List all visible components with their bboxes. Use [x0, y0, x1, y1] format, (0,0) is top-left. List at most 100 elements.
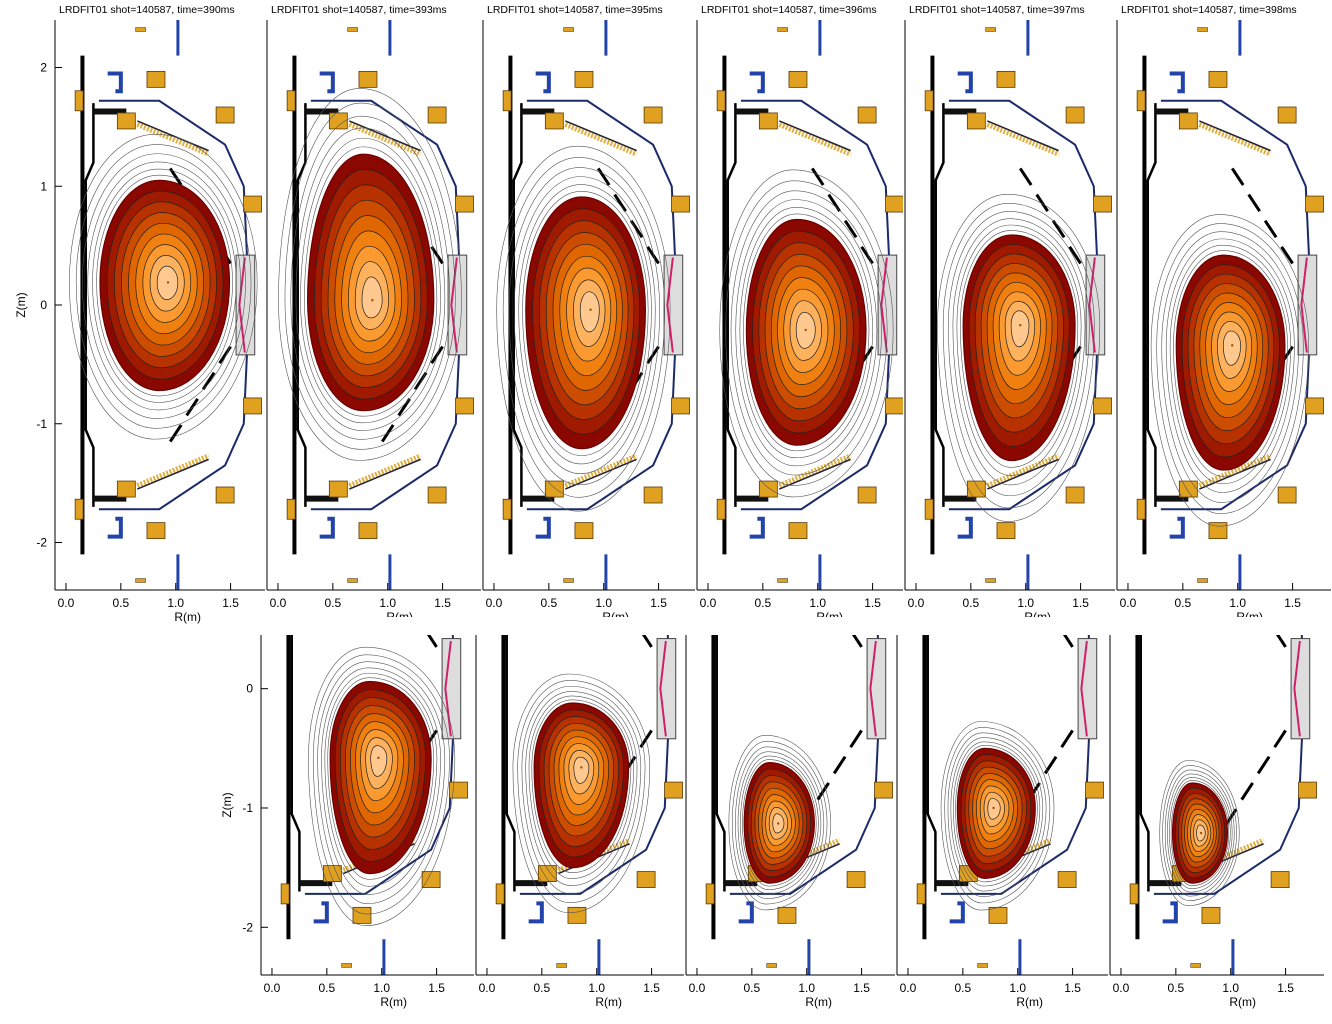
coil: [1305, 195, 1324, 213]
passive-plate: [413, 371, 428, 391]
coil: [1208, 522, 1228, 540]
passive-plate: [1035, 193, 1049, 213]
coil: [1057, 871, 1077, 888]
coil: [1093, 195, 1112, 213]
x-tick-label: 0.0: [264, 981, 281, 995]
coil: [996, 70, 1016, 88]
divertor-tiles-edge: [137, 120, 209, 152]
x-tick-label: 0.5: [1175, 596, 1192, 610]
x-tick-label: 0.0: [58, 596, 75, 610]
passive-plate: [1247, 193, 1261, 213]
magnetic-axis: [1199, 831, 1203, 835]
panel: 0.0 0.5 1.0 1.5 R(m): [684, 617, 900, 1017]
flux-line: [948, 211, 1090, 497]
flux-line: [952, 218, 1086, 486]
flux-line: [740, 755, 819, 891]
plot-area: [924, 20, 1112, 590]
plot-area: [496, 20, 690, 590]
coil-support: [738, 901, 754, 924]
panel: 0.0 0.5 1.0 1.5 -2 -1 0 1 2 R(m) Z(m) LRDFIT01 shot…: [14, 2, 269, 632]
coil: [1305, 397, 1324, 415]
inner-wall: [290, 635, 301, 892]
flux-line: [1167, 773, 1233, 893]
flux-line: [1162, 765, 1237, 901]
coil-support: [107, 71, 123, 94]
coil: [1178, 112, 1198, 130]
magnetic-axis: [371, 299, 374, 302]
panel-title: LRDFIT01 shot=140587, time=393ms: [271, 4, 447, 16]
flux-line: [304, 146, 438, 417]
passive-plate: [1230, 167, 1245, 186]
flux-line: [69, 134, 258, 440]
divertor-tiles-edge: [779, 458, 851, 490]
panel-title: LRDFIT01 shot=140587, time=390ms: [59, 4, 235, 16]
x-tick-label: 1.5: [222, 596, 239, 610]
plot-area: [916, 635, 1104, 975]
antenna: [1290, 638, 1311, 740]
x-tick-label: 1.0: [798, 981, 815, 995]
flux-line: [719, 169, 894, 498]
flux-line: [1159, 760, 1240, 906]
coil: [664, 781, 683, 799]
divertor-tiles-edge: [565, 458, 637, 490]
flux-line: [955, 745, 1038, 883]
x-axis-label: R(m): [805, 995, 832, 1009]
coil: [966, 112, 986, 130]
flux-line: [513, 176, 656, 474]
probe-small: [135, 578, 146, 583]
divertor-tiles-edge: [349, 120, 421, 152]
coil: [1270, 871, 1290, 888]
coil: [1178, 480, 1198, 498]
passive-plate: [816, 782, 830, 801]
flux-line: [743, 213, 870, 452]
divertor-tiles: [778, 122, 852, 157]
passive-plate: [430, 245, 444, 265]
flux-contour: [370, 745, 388, 777]
magnetic-axis: [992, 806, 995, 810]
flux-line: [308, 646, 456, 926]
coil: [1136, 90, 1146, 112]
x-tick-label: 0.0: [1113, 981, 1130, 995]
panel: 0.00.51.01.5R(m)LRDFIT01 shot=140587, ti…: [903, 2, 1119, 632]
panel-title: LRDFIT01 shot=140587, time=396ms: [701, 4, 877, 16]
x-tick-label: 0.5: [319, 981, 336, 995]
coil: [243, 195, 262, 213]
antenna-strap: [880, 257, 888, 353]
coil: [885, 397, 904, 415]
flux-contour: [361, 276, 383, 319]
plot-area: [280, 635, 468, 975]
x-tick-label: 0.5: [541, 596, 558, 610]
coil-support: [957, 516, 973, 539]
coil: [1129, 883, 1139, 905]
x-tick-label: 1.0: [1229, 596, 1246, 610]
panel-title: LRDFIT01 shot=140587, time=398ms: [1121, 4, 1297, 16]
divertor-tiles: [348, 122, 422, 157]
coil: [74, 90, 84, 112]
coil: [846, 871, 866, 888]
x-tick-label: 0.0: [270, 596, 287, 610]
coil: [449, 781, 468, 799]
probe-small: [556, 963, 567, 968]
coil: [322, 865, 342, 882]
x-axis-label: R(m): [380, 995, 407, 1009]
coil-support: [1169, 71, 1185, 94]
divertor-tiles-edge: [565, 120, 637, 152]
coil: [758, 112, 778, 130]
coil: [636, 871, 656, 888]
plot-area: [495, 635, 683, 975]
passive-plate: [1051, 219, 1066, 239]
x-tick-label: 1.5: [643, 981, 660, 995]
inner-wall: [1139, 635, 1150, 892]
divertor-tiles-edge: [137, 458, 209, 490]
coil: [988, 906, 1008, 924]
coil: [544, 112, 564, 130]
divertor-tiles: [1198, 453, 1272, 488]
coil: [857, 106, 877, 124]
flux-line: [731, 741, 828, 905]
y-tick-label: 1: [40, 179, 47, 193]
flux-line: [1150, 214, 1309, 527]
divertor-tiles-edge: [1199, 120, 1271, 152]
coil-support: [1169, 516, 1185, 539]
coil: [116, 112, 136, 130]
